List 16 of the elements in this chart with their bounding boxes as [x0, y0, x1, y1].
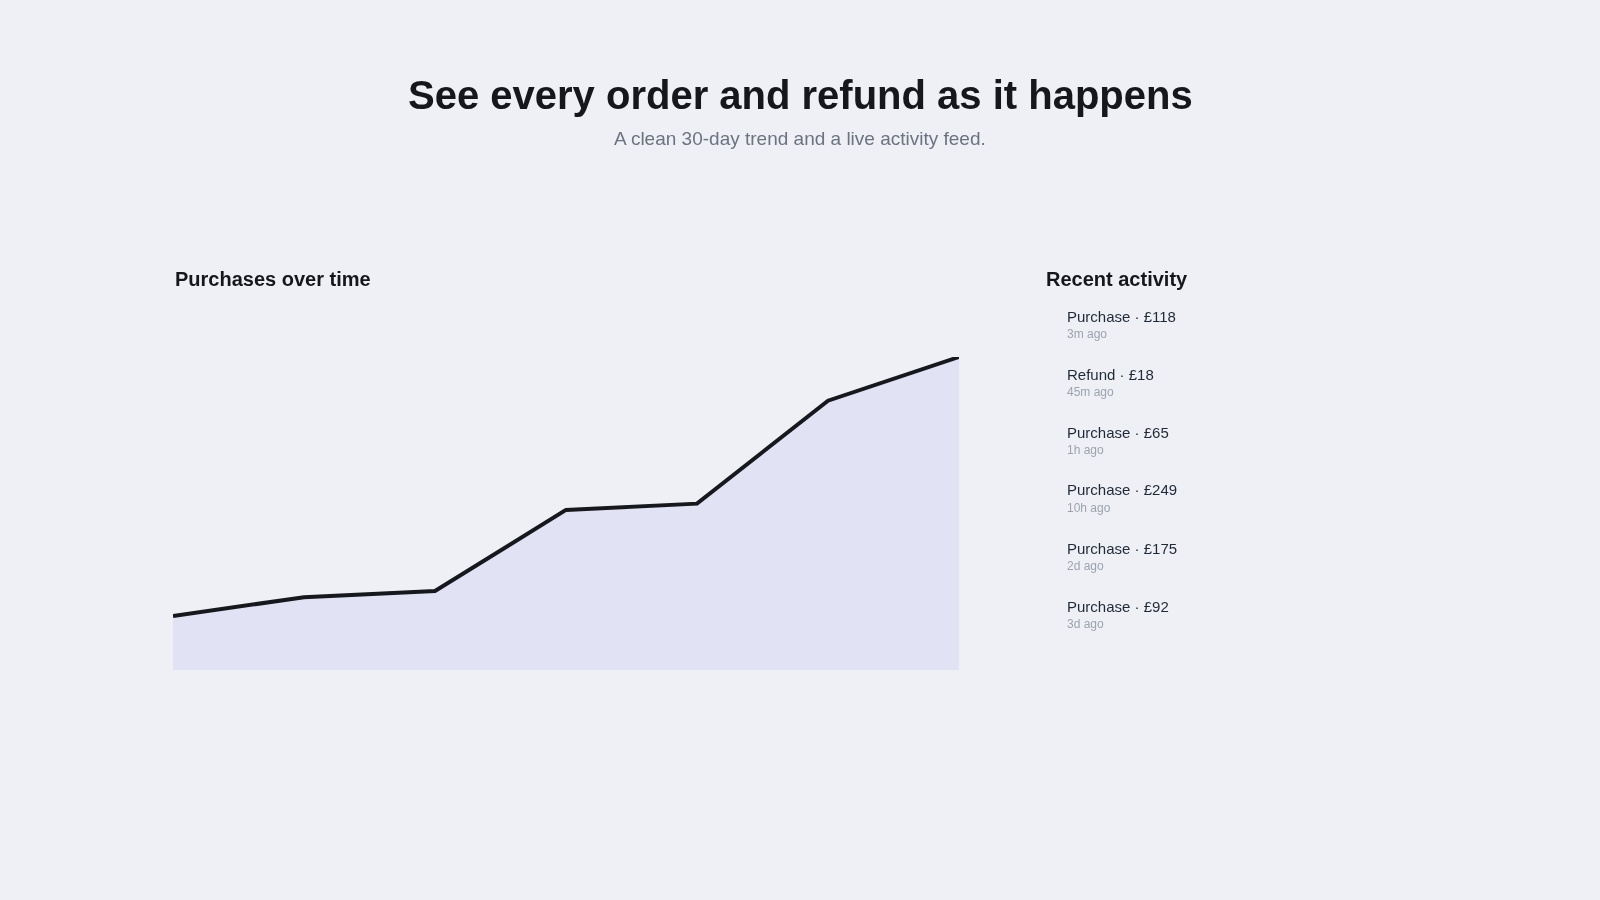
text: Purchase · £65 — [1067, 424, 1169, 441]
chart-title: Purchases over time — [175, 268, 371, 290]
text: 1h ago — [1067, 443, 1105, 457]
text: Purchase · £249 — [1067, 481, 1178, 498]
text: Refund · £18 — [1067, 366, 1154, 383]
text: 3m ago — [1067, 327, 1108, 341]
text: 10h ago — [1067, 501, 1111, 515]
text: Recent activity — [1046, 268, 1189, 290]
text: Purchase · £92 — [1067, 598, 1169, 615]
text: Purchase · £118 — [1067, 308, 1176, 325]
text: See every order and refund as it happens — [408, 73, 1193, 117]
text: Purchase · £175 — [1067, 540, 1178, 557]
text: 2d ago — [1067, 559, 1105, 573]
text: 3d ago — [1067, 617, 1105, 631]
text: 45m ago — [1067, 385, 1115, 399]
text: A clean 30-day trend and a live activity feed. — [614, 128, 986, 149]
